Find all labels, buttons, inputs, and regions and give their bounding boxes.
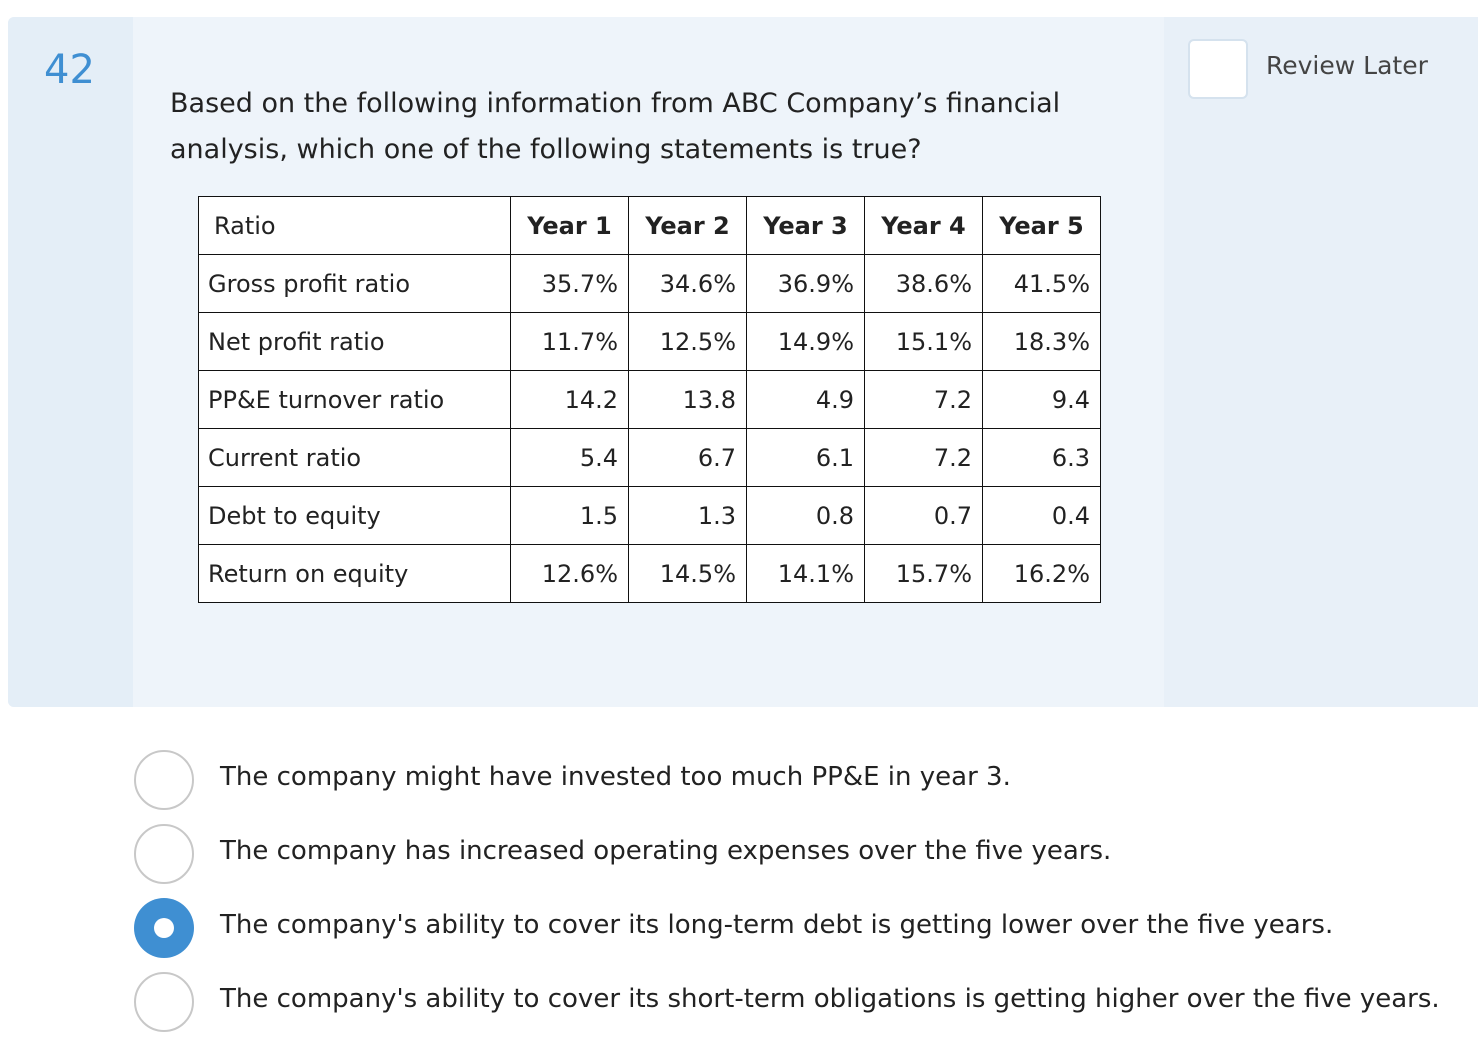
question-number: 42 — [44, 47, 95, 93]
row-label: Current ratio — [198, 428, 511, 487]
table-cell: 34.6% — [628, 254, 747, 313]
table-cell: 15.7% — [864, 544, 983, 603]
table-row: Return on equity 12.6% 14.5% 14.1% 15.7%… — [198, 544, 1101, 603]
table-header-year-4: Year 4 — [864, 196, 983, 255]
table-cell: 1.3 — [628, 486, 747, 545]
table-cell: 6.3 — [982, 428, 1101, 487]
question-stem: Based on the following information from … — [170, 88, 1061, 165]
table-cell: 14.9% — [746, 312, 865, 371]
table-cell: 6.7 — [628, 428, 747, 487]
table-cell: 18.3% — [982, 312, 1101, 371]
table-header-year-2: Year 2 — [628, 196, 747, 255]
question-number-column: 42 — [8, 17, 133, 707]
review-later-checkbox[interactable] — [1188, 39, 1248, 99]
answer-option-text[interactable]: The company has increased operating expe… — [220, 836, 1112, 866]
ratio-table: Ratio Year 1 Year 2 Year 3 Year 4 Year 5… — [198, 196, 1101, 603]
review-later-panel: Review Later — [1164, 17, 1478, 707]
table-cell: 35.7% — [510, 254, 629, 313]
row-label: Return on equity — [198, 544, 511, 603]
table-cell: 9.4 — [982, 370, 1101, 429]
table-cell: 14.5% — [628, 544, 747, 603]
row-label: Gross profit ratio — [198, 254, 511, 313]
table-cell: 12.6% — [510, 544, 629, 603]
table-cell: 4.9 — [746, 370, 865, 429]
table-cell: 6.1 — [746, 428, 865, 487]
table-header-ratio: Ratio — [198, 196, 511, 255]
answer-option-text[interactable]: The company might have invested too much… — [220, 762, 1011, 792]
table-header-year-5: Year 5 — [982, 196, 1101, 255]
table-row: Current ratio 5.4 6.7 6.1 7.2 6.3 — [198, 428, 1101, 487]
table-cell: 11.7% — [510, 312, 629, 371]
table-row: Debt to equity 1.5 1.3 0.8 0.7 0.4 — [198, 486, 1101, 545]
review-later-label[interactable]: Review Later — [1266, 51, 1428, 80]
table-cell: 1.5 — [510, 486, 629, 545]
answer-option-text[interactable]: The company's ability to cover its short… — [220, 984, 1440, 1014]
table-cell: 7.2 — [864, 370, 983, 429]
question-card: 42 Based on the following information fr… — [8, 17, 1478, 707]
table-cell: 7.2 — [864, 428, 983, 487]
row-label: Debt to equity — [198, 486, 511, 545]
table-row: Net profit ratio 11.7% 12.5% 14.9% 15.1%… — [198, 312, 1101, 371]
table-cell: 16.2% — [982, 544, 1101, 603]
table-cell: 13.8 — [628, 370, 747, 429]
table-cell: 14.2 — [510, 370, 629, 429]
table-cell: 0.7 — [864, 486, 983, 545]
table-header-year-3: Year 3 — [746, 196, 865, 255]
table-cell: 41.5% — [982, 254, 1101, 313]
row-label: Net profit ratio — [198, 312, 511, 371]
table-row: Gross profit ratio 35.7% 34.6% 36.9% 38.… — [198, 254, 1101, 313]
radio-button[interactable] — [134, 824, 194, 884]
table-cell: 0.8 — [746, 486, 865, 545]
row-label: PP&E turnover ratio — [198, 370, 511, 429]
answer-option-text[interactable]: The company's ability to cover its long-… — [220, 910, 1334, 940]
table-header-year-1: Year 1 — [510, 196, 629, 255]
table-cell: 5.4 — [510, 428, 629, 487]
radio-button[interactable] — [134, 972, 194, 1032]
table-cell: 38.6% — [864, 254, 983, 313]
table-cell: 14.1% — [746, 544, 865, 603]
radio-button-selected[interactable] — [134, 898, 194, 958]
table-cell: 36.9% — [746, 254, 865, 313]
table-header-row: Ratio Year 1 Year 2 Year 3 Year 4 Year 5 — [198, 196, 1101, 255]
table-row: PP&E turnover ratio 14.2 13.8 4.9 7.2 9.… — [198, 370, 1101, 429]
table-cell: 0.4 — [982, 486, 1101, 545]
table-cell: 12.5% — [628, 312, 747, 371]
radio-button[interactable] — [134, 750, 194, 810]
table-cell: 15.1% — [864, 312, 983, 371]
